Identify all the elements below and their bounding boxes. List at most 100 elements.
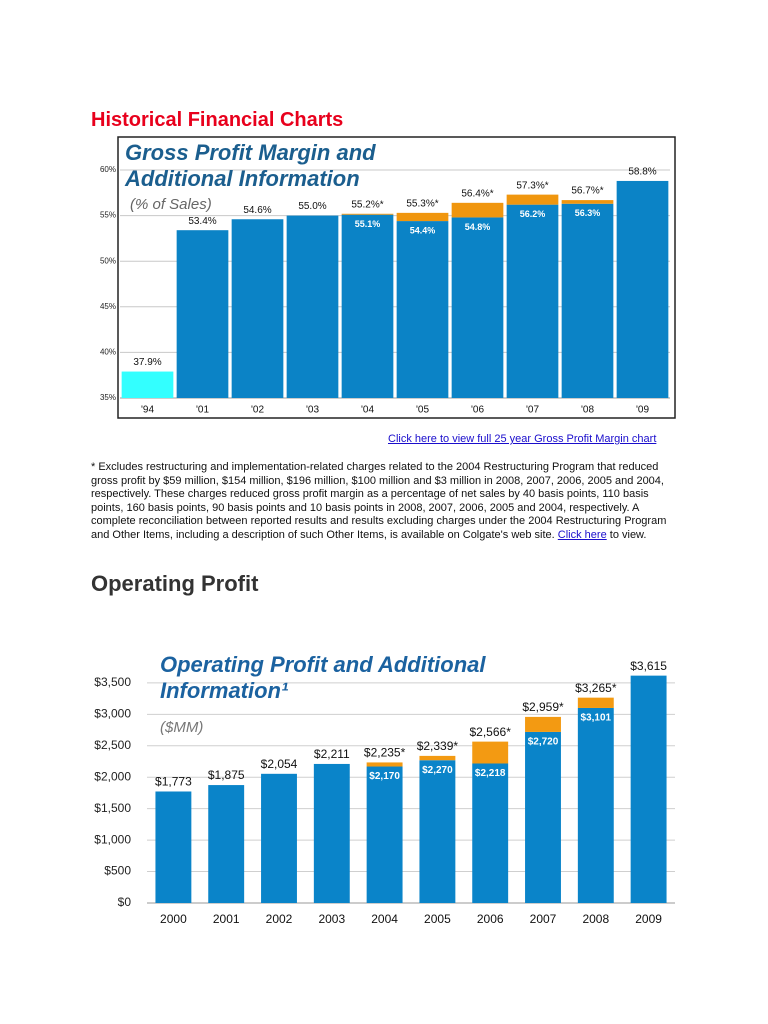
y-tick-label: $0 <box>118 895 132 909</box>
bar-segment <box>561 200 614 204</box>
bar-segment <box>630 675 667 903</box>
data-label: $1,875 <box>208 768 245 782</box>
total-label: $2,566* <box>470 725 512 739</box>
footnote-tail: to view. <box>609 528 647 541</box>
chart-frame <box>117 136 676 419</box>
bar-segment <box>472 763 509 903</box>
bar-segment <box>561 203 614 398</box>
y-tick-label: $3,000 <box>94 706 131 720</box>
total-label: $2,339* <box>417 739 459 753</box>
y-tick-label: $2,500 <box>94 738 131 752</box>
total-label: 57.3%* <box>516 180 548 191</box>
y-tick-label: 50% <box>100 256 116 265</box>
bar-segment <box>261 773 297 903</box>
footnote-link[interactable]: Click here <box>557 528 607 541</box>
x-tick-label: '01 <box>196 405 209 416</box>
data-label: $2,211 <box>314 747 350 761</box>
bar-segment <box>208 785 245 903</box>
x-tick-label: '94 <box>141 405 154 416</box>
y-tick-label: $2,000 <box>94 769 131 783</box>
total-label: 56.4%* <box>461 188 493 199</box>
y-tick-label: 55% <box>100 211 116 220</box>
data-label: 53.4% <box>188 216 216 227</box>
x-tick-label: 2006 <box>477 912 504 926</box>
x-tick-label: 2001 <box>213 912 240 926</box>
chart-subtitle: ($MM) <box>160 719 204 736</box>
bar-segment <box>231 219 284 398</box>
data-label: $3,101 <box>581 713 612 724</box>
y-tick-label: $1,500 <box>94 801 131 815</box>
x-tick-label: '04 <box>361 405 374 416</box>
bar-segment <box>577 697 614 708</box>
bar-segment <box>419 760 456 903</box>
data-label: $3,615 <box>630 659 667 673</box>
y-tick-label: 40% <box>100 348 116 357</box>
data-label: $2,720 <box>528 737 559 748</box>
x-tick-label: '07 <box>526 405 539 416</box>
bar-segment <box>313 763 350 903</box>
chart-link[interactable]: Click here to view full 25 year Gross Pr… <box>388 433 657 445</box>
x-tick-label: 2008 <box>582 912 609 926</box>
bar-segment <box>616 180 669 398</box>
bar-segment <box>366 766 403 903</box>
bar-segment <box>451 202 504 218</box>
total-label: 56.7%* <box>571 186 603 197</box>
data-label: 37.9% <box>133 357 161 368</box>
data-label: 56.3% <box>575 208 601 218</box>
bar-segment <box>366 762 403 767</box>
x-tick-label: '03 <box>306 405 319 416</box>
bar-segment <box>506 194 559 205</box>
data-label: 54.6% <box>243 205 271 216</box>
bar-segment <box>155 791 192 903</box>
bar-segment <box>396 212 449 222</box>
total-label: 55.3%* <box>406 199 438 210</box>
y-tick-label: $500 <box>104 864 131 878</box>
bar-segment <box>472 741 509 764</box>
data-label: $2,218 <box>475 768 506 779</box>
bar-segment <box>286 215 339 398</box>
heading: Operating Profit <box>91 571 259 596</box>
bar-segment <box>419 755 456 761</box>
bar-segment <box>121 371 174 398</box>
x-tick-label: 2002 <box>266 912 293 926</box>
y-tick-label: $1,000 <box>94 832 131 846</box>
total-label: $3,265* <box>575 681 617 695</box>
data-label: 54.8% <box>465 222 491 232</box>
data-label: $1,773 <box>155 775 192 789</box>
data-label: $2,170 <box>369 771 400 782</box>
y-tick-label: 45% <box>100 302 116 311</box>
bar-segment <box>506 204 559 398</box>
data-label: 55.1% <box>355 219 381 229</box>
data-label: 56.2% <box>520 209 546 219</box>
footnote-text: * Excludes restructuring and implementat… <box>91 461 667 541</box>
x-tick-label: '09 <box>636 405 649 416</box>
data-label: 54.4% <box>410 225 436 235</box>
total-label: $2,959* <box>522 700 564 714</box>
data-label: 58.8% <box>628 167 656 178</box>
data-label: $2,054 <box>261 757 298 771</box>
x-tick-label: 2004 <box>371 912 398 926</box>
y-tick-label: 35% <box>100 393 116 402</box>
x-tick-label: '06 <box>471 405 484 416</box>
bar-segment <box>176 230 229 398</box>
x-tick-label: 2003 <box>318 912 345 926</box>
x-tick-label: '08 <box>581 405 594 416</box>
y-tick-label: $3,500 <box>94 675 131 689</box>
bar-segment <box>341 213 394 215</box>
data-label: 55.0% <box>298 201 326 212</box>
bar-segment <box>525 731 561 903</box>
x-tick-label: 2007 <box>530 912 557 926</box>
x-tick-label: 2000 <box>160 912 187 926</box>
y-tick-label: 60% <box>100 165 116 174</box>
total-label: $2,235* <box>364 746 406 760</box>
bar-segment <box>525 716 561 732</box>
bar-segment <box>341 214 394 398</box>
footnote: * Excludes restructuring and implementat… <box>91 461 681 543</box>
bar-segment <box>577 707 614 903</box>
x-tick-label: '02 <box>251 405 264 416</box>
x-tick-label: '05 <box>416 405 429 416</box>
heading: Historical Financial Charts <box>91 109 344 131</box>
data-label: $2,270 <box>422 765 453 776</box>
